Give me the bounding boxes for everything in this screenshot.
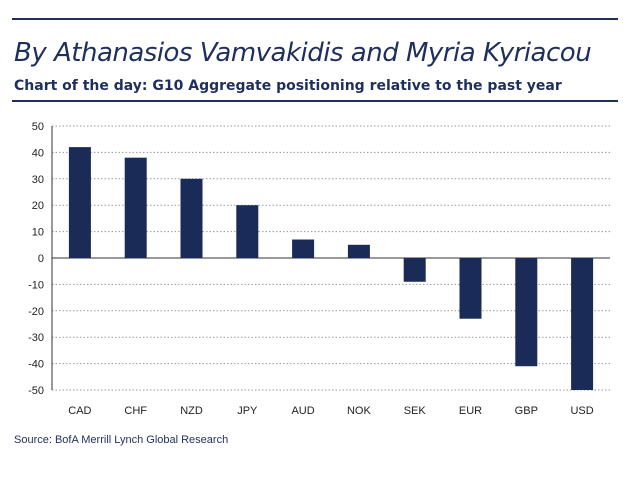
bar-aud [292, 239, 315, 258]
x-tick-label: EUR [459, 405, 482, 417]
bar-cad [68, 147, 91, 258]
y-tick-label: 50 [32, 121, 44, 133]
byline: By Athanasios Vamvakidis and Myria Kyria… [14, 38, 592, 68]
y-tick-label: 10 [32, 227, 44, 239]
y-tick-label: -20 [28, 306, 44, 318]
x-tick-label: SEK [404, 405, 427, 417]
x-tick-label: NOK [347, 405, 372, 417]
bar-nok [347, 244, 370, 258]
chart-title: Chart of the day: G10 Aggregate position… [14, 78, 562, 94]
bar-chf [124, 157, 147, 258]
x-tick-label: AUD [291, 405, 314, 417]
title-rule [12, 100, 618, 102]
x-tick-label: CHF [124, 405, 147, 417]
x-tick-label: USD [570, 405, 593, 417]
y-tick-label: -50 [28, 385, 44, 397]
y-tick-label: 0 [38, 253, 44, 265]
y-tick-label: 30 [32, 174, 44, 186]
bar-jpy [236, 205, 259, 258]
y-tick-label: 20 [32, 200, 44, 212]
y-tick-label: -10 [28, 279, 44, 291]
source-note: Source: BofA Merrill Lynch Global Resear… [14, 434, 229, 446]
x-tick-label: JPY [237, 405, 258, 417]
bar-nzd [180, 178, 203, 258]
bar-usd [571, 258, 594, 390]
bar-eur [459, 258, 482, 319]
x-tick-label: NZD [180, 405, 203, 417]
y-tick-label: -40 [28, 359, 44, 371]
top-rule [12, 18, 618, 20]
bar-gbp [515, 258, 538, 367]
y-tick-label: 40 [32, 147, 44, 159]
bar-sek [403, 258, 426, 282]
x-tick-label: CAD [68, 405, 91, 417]
y-tick-label: -30 [28, 332, 44, 344]
x-tick-label: GBP [515, 405, 538, 417]
